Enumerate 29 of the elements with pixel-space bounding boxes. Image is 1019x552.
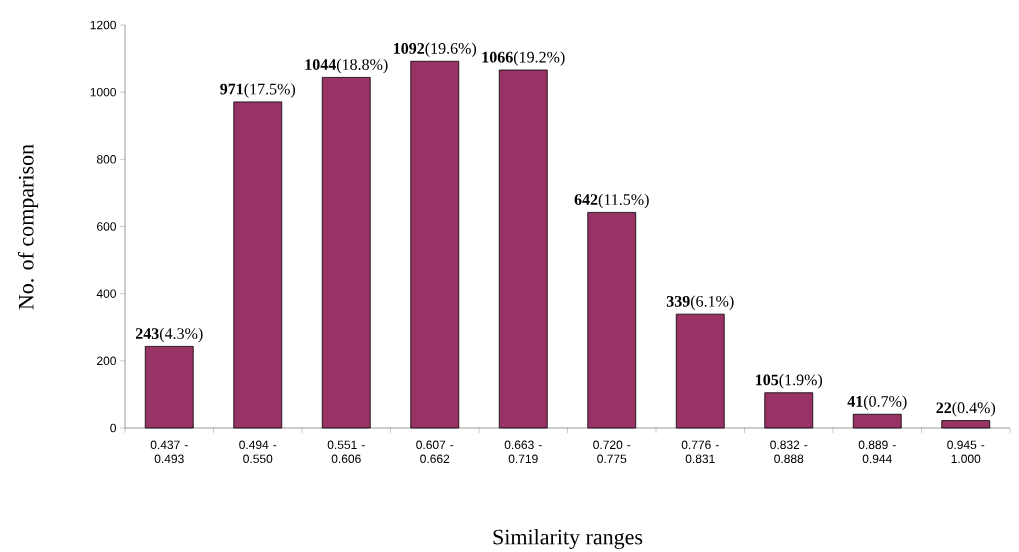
data-label: 41(0.7%) [847,395,907,410]
x-tick-label: 0.494 - 0.550 [239,440,277,463]
x-tick-label: 0.663 - 0.719 [504,440,542,463]
y-tick-label: 0 [110,423,117,433]
data-label: 1092(19.6%) [394,42,477,57]
x-axis-title: Similarity ranges [493,528,643,549]
x-tick-label: 0.437 - 0.493 [150,440,188,463]
x-tick-label: 0.832 - 0.888 [770,440,808,463]
y-axis-title: No. of comparison [17,144,39,310]
data-label: 1066(19.2%) [482,51,565,66]
y-tick-label: 400 [96,289,116,298]
x-tick-label: 0.889 - 0.944 [858,440,896,463]
y-tick-label: 600 [97,222,116,231]
y-tick-label: 1000 [90,87,116,97]
x-tick-label: 0.551 - 0.606 [327,440,365,463]
data-label: 642(11.5%) [574,193,649,209]
data-label: 22(0.4%) [936,401,996,417]
data-label: 971(17.5%) [220,83,296,98]
data-label: 105(1.9%) [756,373,823,389]
data-label: 243(4.3%) [135,327,203,343]
data-label: 339(6.1%) [666,295,734,310]
y-tick-label: 1200 [90,20,116,30]
y-tick-label: 800 [96,154,116,164]
x-tick-label: 0.945 - 1.000 [947,440,985,463]
y-tick-label: 200 [97,356,116,365]
x-tick-label: 0.607 - 0.662 [416,440,454,463]
x-tick-label: 0.720 - 0.775 [593,440,631,463]
x-tick-label: 0.776 - 0.831 [681,440,719,463]
data-label: 1044(18.8%) [305,58,388,74]
